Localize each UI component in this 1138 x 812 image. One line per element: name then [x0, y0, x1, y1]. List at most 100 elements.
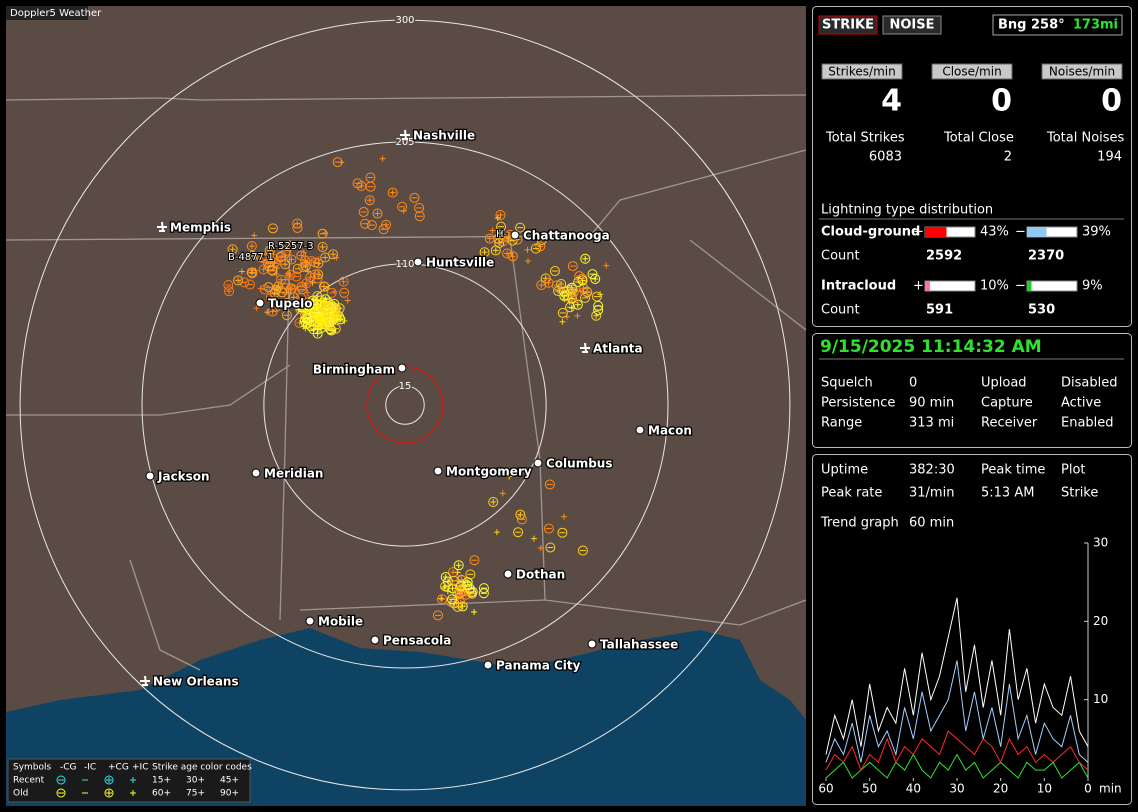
strike-ring — [317, 241, 328, 252]
strike-ring — [455, 587, 466, 598]
strike-symbol — [305, 321, 316, 332]
strike-symbol — [490, 245, 501, 256]
strike-symbol — [286, 254, 297, 265]
strike-ring — [223, 279, 234, 290]
stats-cell: 382:30 — [909, 463, 955, 478]
strike-symbol — [580, 292, 591, 303]
strike-symbol — [479, 247, 490, 258]
strike-ring — [366, 220, 377, 231]
strike-ring — [317, 228, 328, 239]
range-ring — [19, 19, 791, 791]
strike-ring — [378, 224, 389, 235]
strike-symbol — [325, 313, 332, 320]
airport-icon — [140, 675, 150, 686]
strike-symbol — [365, 172, 376, 183]
strike-symbol — [544, 479, 555, 490]
legend-row-label: Old — [13, 789, 28, 799]
city-dot — [483, 660, 493, 670]
strike-ring — [267, 223, 278, 234]
status-cell: Persistence — [821, 396, 895, 411]
strike-symbol — [478, 583, 489, 594]
stats-panel — [812, 6, 1132, 327]
strike-symbol — [352, 178, 363, 189]
bar — [1027, 227, 1047, 237]
strike-symbol — [333, 254, 340, 261]
strike-symbol — [246, 267, 257, 278]
strike-symbol — [276, 274, 287, 285]
city-dot — [251, 468, 261, 478]
strike-symbol — [591, 291, 602, 302]
app-title-bg — [6, 6, 88, 20]
strike-ring — [563, 284, 574, 295]
strike-symbol — [287, 283, 298, 294]
status-cell: Enabled — [1061, 416, 1114, 431]
bar — [925, 227, 947, 237]
strike-ring — [437, 594, 448, 605]
legend-type: -CG — [60, 763, 77, 773]
status-cell: Disabled — [1061, 376, 1117, 391]
strike-button[interactable] — [818, 15, 878, 35]
city-dot — [397, 363, 407, 373]
sign: − — [1015, 225, 1026, 240]
strike-ring — [287, 283, 298, 294]
strike-symbol — [563, 284, 574, 295]
strike-symbol — [524, 246, 531, 253]
strike-symbol — [454, 569, 461, 576]
city-dot — [305, 616, 315, 626]
y-tick-label: 10 — [1093, 692, 1108, 706]
x-tick-label: 0 — [1084, 782, 1092, 796]
strike-symbol — [543, 523, 554, 534]
stats-cell: Strike — [1061, 486, 1098, 501]
strike-symbol — [291, 271, 302, 282]
strike-symbol — [253, 305, 260, 312]
strike-ring — [556, 279, 567, 290]
strike-ring — [339, 287, 350, 298]
strike-symbol — [364, 195, 375, 206]
strike-symbol — [341, 317, 348, 324]
stats-cell: Peak rate — [821, 486, 882, 501]
strike-ring — [224, 286, 235, 297]
cities: Nashville Memphis Chattanooga Huntsville Tup… — [140, 127, 693, 690]
status-cell: Active — [1061, 396, 1101, 411]
airport-icon — [580, 342, 590, 353]
bar — [925, 281, 930, 291]
strike-ring — [265, 292, 276, 303]
strike-ring — [314, 313, 325, 324]
strike-symbol — [366, 220, 377, 231]
strike-symbol — [524, 258, 531, 265]
strike-symbol — [320, 252, 331, 263]
strike-ring — [325, 303, 336, 314]
strike-symbol — [414, 211, 425, 222]
strike-ring — [282, 297, 293, 308]
noise-button[interactable] — [882, 15, 942, 35]
strike-ring — [461, 589, 472, 600]
strike-symbol — [296, 250, 307, 261]
strike-symbol — [497, 236, 508, 247]
range-ring — [385, 385, 425, 425]
rate-header-bg — [821, 63, 903, 80]
trend-window: 60 min — [909, 516, 954, 531]
strike-symbol — [545, 542, 556, 553]
strike-symbol — [597, 291, 604, 298]
strike-symbol — [494, 214, 501, 221]
strike-ring — [315, 315, 326, 326]
legend-age: 90+ — [220, 789, 239, 799]
sign: + — [913, 279, 924, 294]
strike-ring — [469, 555, 480, 566]
sign: − — [1015, 279, 1026, 294]
strike-ring — [277, 287, 288, 298]
strike-symbol — [559, 318, 566, 325]
total-label: Total Strikes — [825, 131, 905, 146]
legend: Symbols -CG -IC +CG +IC Strike age color code… — [7, 758, 252, 803]
city-label: Chattanooga — [523, 229, 610, 243]
strike-ring — [263, 258, 274, 269]
strike-symbol — [267, 223, 278, 234]
count-value: 591 — [926, 303, 953, 318]
strike-symbol — [338, 276, 349, 287]
stats-cell: 31/min — [909, 486, 954, 501]
city-label: Memphis — [170, 221, 231, 235]
strike-symbol — [489, 227, 496, 234]
distribution-label: Cloud-ground — [821, 225, 920, 240]
strike-symbol — [449, 575, 460, 586]
strike-ring — [296, 281, 307, 292]
